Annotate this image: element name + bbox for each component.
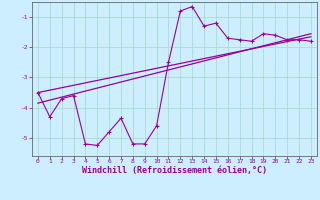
X-axis label: Windchill (Refroidissement éolien,°C): Windchill (Refroidissement éolien,°C) bbox=[82, 166, 267, 175]
